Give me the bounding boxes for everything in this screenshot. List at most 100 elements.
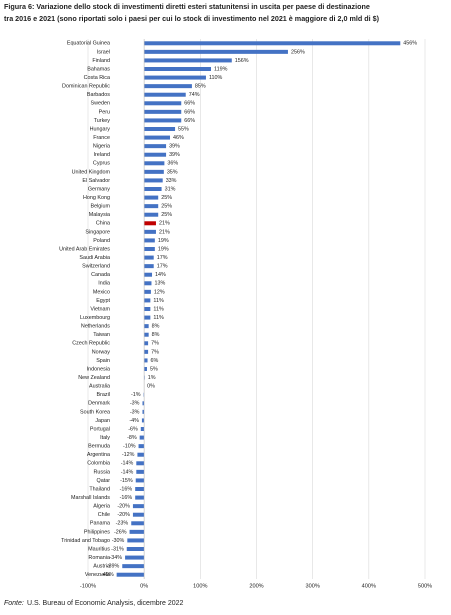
bar	[142, 409, 145, 414]
value-label: -39%	[107, 564, 120, 570]
value-label: 74%	[189, 92, 200, 98]
bar	[144, 307, 151, 311]
bar	[144, 58, 232, 63]
y-tick-label: Mauritius	[88, 546, 110, 552]
y-tick-label: Portugal	[90, 426, 110, 432]
chart-title: Figura 6: Variazione dello stock di inve…	[4, 2, 370, 11]
y-tick-label: Czech Republic	[72, 341, 110, 347]
value-label: 17%	[157, 255, 168, 261]
bar	[137, 452, 145, 457]
bar	[144, 118, 182, 123]
bar	[144, 41, 401, 46]
y-tick-label: Equatorial Guinea	[67, 41, 110, 47]
plot: -100% 0% 100% 200% 300% 400% 500% Equatorial Gu…	[59, 39, 432, 589]
value-label: 66%	[184, 101, 195, 107]
bar	[131, 521, 145, 526]
value-label: -26%	[114, 529, 127, 535]
y-tick-label: Argentina	[87, 452, 110, 458]
value-label: -20%	[117, 504, 130, 510]
y-tick-label: South Korea	[80, 409, 110, 415]
y-tick-label: Hong Kong	[83, 195, 110, 201]
source: U.S. Bureau of Economic Analysis, dicemb…	[27, 600, 184, 607]
y-tick-label: India	[98, 281, 110, 287]
y-tick-label: Venezuela	[85, 572, 110, 578]
value-label: 33%	[166, 178, 177, 184]
value-label: 31%	[165, 186, 176, 192]
bar	[144, 49, 288, 54]
bar	[144, 332, 149, 337]
bar	[144, 67, 212, 71]
value-label: 11%	[153, 315, 164, 321]
y-tick-label: Taiwan	[93, 332, 110, 338]
bar	[144, 255, 154, 260]
y-tick-label: Bahamas	[87, 66, 110, 72]
value-label: -4%	[129, 418, 139, 424]
value-label: 85%	[195, 84, 206, 90]
y-tick-label: Italy	[100, 435, 110, 441]
value-label: 39%	[169, 152, 180, 158]
y-tick-label: Vietnam	[90, 306, 110, 312]
y-tick-label: Finland	[92, 58, 110, 64]
value-label: 0%	[147, 384, 155, 390]
value-label: 119%	[214, 66, 228, 72]
value-label: 12%	[154, 289, 165, 295]
bar	[144, 169, 164, 174]
value-label: 25%	[161, 204, 172, 210]
bar	[135, 495, 145, 500]
y-tick-label: Germany	[88, 186, 110, 192]
bar	[144, 187, 162, 191]
value-label: 156%	[235, 58, 249, 64]
value-label: 19%	[158, 238, 169, 244]
value-label: 456%	[403, 41, 417, 47]
y-tick-label: Bermuda	[88, 444, 110, 450]
bar	[135, 487, 145, 491]
y-tick-label: Austria	[93, 564, 110, 570]
bar	[139, 435, 145, 440]
value-label: 11%	[153, 306, 164, 312]
x-tick-label: 100%	[193, 583, 207, 589]
value-label: 66%	[184, 118, 195, 124]
y-tick-label: Algeria	[93, 504, 110, 510]
bar	[144, 358, 148, 363]
y-tick-label: Belgium	[91, 204, 111, 210]
bar	[144, 281, 152, 286]
y-tick-label: Romania	[88, 555, 110, 561]
value-label: 21%	[159, 229, 170, 235]
y-tick-label: New Zealand	[78, 375, 110, 381]
value-label: 25%	[161, 212, 172, 218]
value-label: -20%	[117, 512, 130, 518]
y-tick-label: Marshall Islands	[71, 495, 110, 501]
y-tick-label: Australia	[89, 384, 110, 390]
y-tick-label: Mexico	[93, 289, 110, 295]
chart-title: tra 2016 e 2021 (sono riportati solo i p…	[4, 14, 380, 23]
bar	[144, 101, 182, 106]
value-label: 21%	[159, 221, 170, 227]
value-label: 8%	[152, 324, 160, 330]
bar	[144, 195, 159, 200]
value-label: -15%	[120, 478, 133, 484]
value-label: -8%	[127, 435, 137, 441]
value-label: 13%	[154, 281, 165, 287]
value-label: 11%	[153, 298, 164, 304]
y-tick-label: Spain	[96, 358, 110, 364]
bar	[140, 427, 145, 431]
bar	[144, 204, 159, 209]
bar	[116, 572, 145, 577]
y-tick-label: Poland	[93, 238, 110, 244]
value-label: -3%	[130, 401, 140, 407]
value-label: 35%	[167, 169, 178, 175]
value-label: 5%	[150, 366, 158, 372]
y-tick-label: Singapore	[85, 229, 110, 235]
value-label: 1%	[148, 375, 156, 381]
bar	[132, 504, 145, 509]
bar	[144, 152, 167, 157]
value-label: 6%	[151, 358, 159, 364]
value-label: 110%	[209, 75, 223, 81]
bar	[144, 298, 151, 303]
y-tick-label: Japan	[95, 418, 110, 424]
y-tick-label: Norway	[92, 349, 111, 355]
value-label: -16%	[120, 486, 133, 492]
bar	[144, 75, 206, 80]
y-tick-label: Netherlands	[81, 324, 110, 330]
